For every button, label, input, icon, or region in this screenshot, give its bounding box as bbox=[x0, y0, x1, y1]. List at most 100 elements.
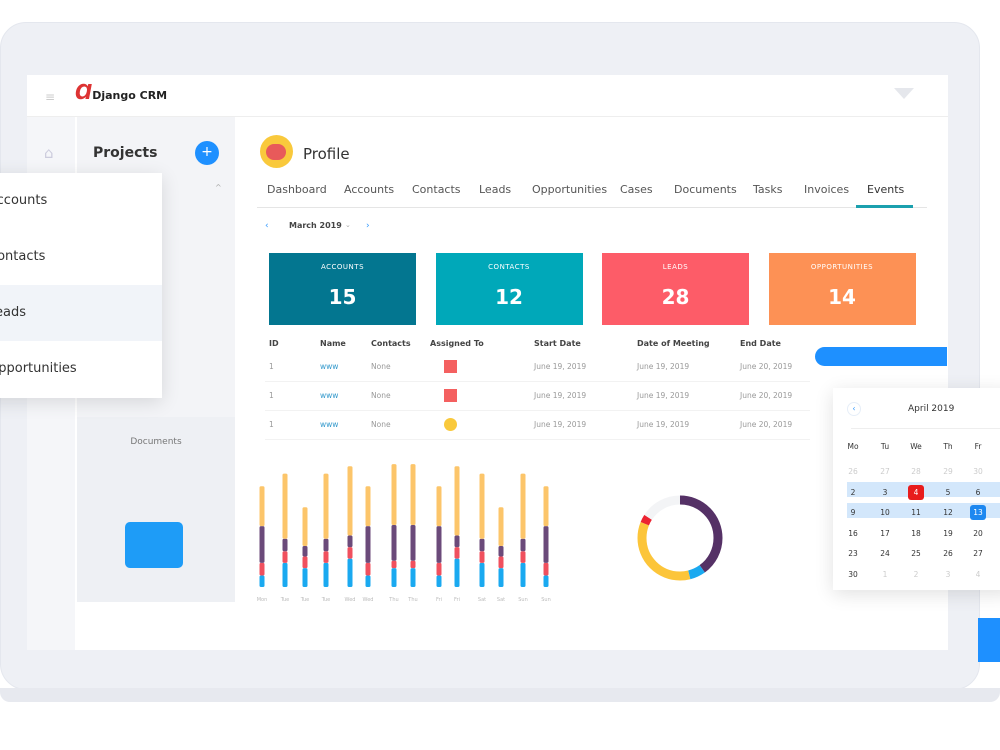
name-link[interactable]: www bbox=[320, 391, 339, 400]
bar-segment bbox=[543, 575, 549, 587]
calendar-day[interactable]: 4 bbox=[908, 484, 924, 500]
floating-button[interactable] bbox=[978, 618, 1000, 662]
bar-segment bbox=[543, 562, 549, 576]
bar-segment bbox=[259, 486, 265, 527]
tab-contacts[interactable]: Contacts bbox=[412, 183, 461, 196]
bar-segment bbox=[436, 562, 442, 576]
name-link[interactable]: www bbox=[320, 420, 339, 429]
bar-segment bbox=[498, 546, 504, 557]
calendar-day[interactable]: 5 bbox=[945, 487, 951, 497]
calendar-day[interactable]: 27 bbox=[973, 549, 983, 558]
calendar-day[interactable]: 18 bbox=[911, 528, 921, 538]
row-divider bbox=[265, 381, 810, 382]
calendar-day[interactable]: 3 bbox=[882, 487, 888, 497]
calendar-day[interactable]: 9 bbox=[850, 508, 856, 517]
menu-item-leads[interactable]: Leads bbox=[0, 285, 162, 341]
calendar-day[interactable]: 29 bbox=[943, 467, 953, 476]
menu-item-opportunities[interactable]: Opportunities bbox=[0, 361, 77, 376]
row-divider bbox=[265, 439, 810, 440]
calendar-day[interactable]: 30 bbox=[848, 569, 858, 579]
logo: ⱭDjango CRM bbox=[75, 80, 168, 104]
projects-title: Projects bbox=[93, 145, 158, 161]
table-cell: 1 bbox=[269, 420, 274, 429]
tab-events[interactable]: Events bbox=[867, 183, 905, 196]
calendar-day[interactable]: 17 bbox=[880, 528, 890, 538]
calendar-day[interactable]: 20 bbox=[973, 528, 983, 538]
stat-card-leads[interactable]: LEADS 28 bbox=[602, 253, 749, 325]
weekday-label: Tu bbox=[880, 442, 890, 451]
tab-invoices[interactable]: Invoices bbox=[804, 183, 850, 196]
calendar-title: April 2019 bbox=[908, 404, 955, 414]
bar-segment bbox=[282, 538, 288, 552]
folder-icon bbox=[125, 522, 183, 568]
bar-segment bbox=[302, 568, 308, 587]
stat-card-opportunities[interactable]: OPPORTUNITIES 14 bbox=[768, 253, 916, 325]
menu-icon[interactable]: ≡ bbox=[45, 90, 56, 104]
stat-value: 15 bbox=[328, 285, 357, 309]
name-link[interactable]: www bbox=[320, 362, 339, 371]
table-cell: June 19, 2019 bbox=[534, 362, 587, 371]
dropdown-icon[interactable] bbox=[894, 88, 914, 99]
column-header: Date of Meeting bbox=[637, 339, 710, 348]
bar-segment bbox=[436, 526, 442, 563]
chevron-down-icon[interactable]: ⌄ bbox=[345, 221, 351, 229]
calendar-day[interactable]: 6 bbox=[975, 487, 981, 497]
calendar-day[interactable]: 26 bbox=[848, 467, 858, 476]
tab-cases[interactable]: Cases bbox=[620, 183, 653, 196]
donut-slice bbox=[637, 495, 723, 581]
bar-segment bbox=[520, 538, 526, 552]
calendar-day[interactable]: 26 bbox=[943, 549, 953, 558]
table-cell: None bbox=[371, 362, 391, 371]
bar-segment bbox=[347, 535, 353, 548]
calendar-day[interactable]: 27 bbox=[880, 467, 890, 476]
calendar-day[interactable]: 1 bbox=[882, 569, 888, 579]
column-header: End Date bbox=[740, 339, 781, 348]
table-cell: June 20, 2019 bbox=[740, 391, 793, 400]
calendar-day[interactable]: 16 bbox=[848, 528, 858, 538]
month-picker[interactable]: March 2019 bbox=[289, 221, 342, 230]
calendar-day[interactable]: 23 bbox=[848, 549, 858, 558]
menu-item-contacts[interactable]: Contacts bbox=[0, 249, 46, 264]
calendar-day[interactable]: 25 bbox=[911, 549, 921, 558]
stat-card-accounts[interactable]: ACCOUNTS 15 bbox=[269, 253, 416, 325]
calendar-day[interactable]: 24 bbox=[880, 549, 890, 558]
calendar-day[interactable]: 4 bbox=[975, 569, 981, 579]
add-project-button[interactable]: + bbox=[195, 141, 219, 165]
calendar-day[interactable]: 3 bbox=[945, 569, 951, 579]
tab-dashboard[interactable]: Dashboard bbox=[267, 183, 327, 196]
stat-value: 14 bbox=[828, 285, 856, 309]
next-month-button[interactable]: › bbox=[366, 221, 370, 231]
bar-segment bbox=[391, 560, 397, 569]
bar-segment bbox=[365, 526, 371, 563]
tab-tasks[interactable]: Tasks bbox=[753, 183, 783, 196]
calendar-day[interactable]: 10 bbox=[880, 508, 890, 517]
calendar-prev-button[interactable]: ‹ bbox=[847, 402, 861, 416]
home-icon[interactable]: ⌂ bbox=[44, 144, 54, 162]
bar-segment bbox=[391, 525, 397, 561]
calendar-divider bbox=[851, 428, 1000, 429]
tab-documents[interactable]: Documents bbox=[674, 183, 737, 196]
calendar-day[interactable]: 12 bbox=[943, 508, 953, 517]
tab-accounts[interactable]: Accounts bbox=[344, 183, 395, 196]
prev-month-button[interactable]: ‹ bbox=[265, 221, 269, 231]
calendar-day[interactable]: 30 bbox=[973, 467, 983, 476]
menu-item-accounts[interactable]: Accounts bbox=[0, 193, 48, 208]
collapse-icon[interactable]: ^ bbox=[215, 183, 222, 192]
bar-segment bbox=[365, 562, 371, 576]
calendar-day[interactable]: 19 bbox=[943, 528, 953, 538]
tab-leads[interactable]: Leads bbox=[479, 183, 512, 196]
stat-value: 12 bbox=[495, 285, 523, 309]
calendar-day[interactable]: 28 bbox=[911, 467, 921, 476]
bar-segment bbox=[520, 562, 526, 587]
tab-opportunities[interactable]: Opportunities bbox=[532, 183, 608, 196]
assignee-avatar bbox=[444, 389, 457, 402]
calendar-day[interactable]: 13 bbox=[970, 505, 986, 520]
bar-segment bbox=[323, 562, 329, 587]
bar-segment bbox=[436, 575, 442, 587]
documents-card: Documents bbox=[77, 417, 235, 602]
calendar-day[interactable]: 2 bbox=[913, 569, 919, 579]
calendar-day[interactable]: 11 bbox=[911, 508, 921, 517]
stat-card-contacts[interactable]: CONTACTS 12 bbox=[435, 253, 583, 325]
calendar-day[interactable]: 2 bbox=[850, 487, 856, 497]
week-highlight bbox=[847, 503, 1000, 518]
